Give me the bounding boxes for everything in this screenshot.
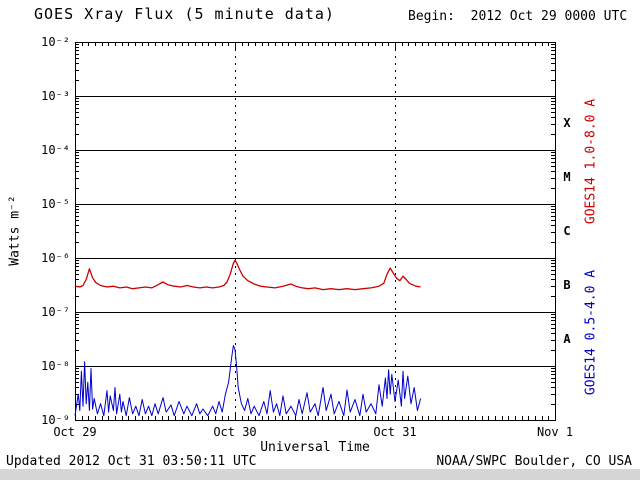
x-tick-label: Oct 30: [213, 425, 257, 439]
right-label-long-channel: GOES14 1.0-8.0 A: [583, 98, 599, 225]
flare-class-letter: A: [563, 332, 571, 346]
flare-class-letter: X: [563, 116, 571, 130]
x-axis-label: Universal Time: [260, 440, 370, 455]
flare-class-letter: B: [563, 278, 571, 292]
tick-marks: [75, 42, 556, 421]
flare-class-letter: C: [563, 224, 571, 238]
x-tick-label: Oct 31: [373, 425, 417, 439]
y-tick-label: 10⁻⁶: [41, 251, 70, 265]
y-tick-label: 10⁻⁹: [41, 413, 70, 427]
y-tick-label: 10⁻⁴: [41, 143, 70, 157]
y-tick-label: 10⁻⁸: [41, 359, 70, 373]
x-tick-label: Oct 29: [53, 425, 97, 439]
y-tick-label: 10⁻²: [41, 35, 70, 49]
day-gridlines: [235, 42, 396, 420]
x-tick-label: Nov 1: [536, 425, 574, 439]
right-label-short-channel: GOES14 0.5-4.0 A: [583, 269, 599, 396]
plot-border: [75, 42, 556, 421]
decade-gridlines: [75, 96, 555, 367]
y-tick-label: 10⁻⁷: [41, 305, 70, 319]
updated-timestamp: Updated 2012 Oct 31 03:50:11 UTC: [6, 454, 257, 469]
series-short-channel-line: [74, 345, 422, 417]
y-axis-label: Watts m⁻²: [7, 195, 23, 266]
y-tick-label: 10⁻³: [41, 89, 70, 103]
begin-time-label: Begin: 2012 Oct 29 0000 UTC: [408, 9, 628, 24]
y-tick-label: 10⁻⁵: [41, 197, 70, 211]
series-long-channel-line: [74, 259, 421, 291]
chart-title: GOES Xray Flux (5 minute data): [34, 5, 335, 23]
flare-class-letter: M: [563, 170, 571, 184]
credit-label: NOAA/SWPC Boulder, CO USA: [436, 454, 632, 469]
window-chrome-strip: [0, 469, 640, 480]
